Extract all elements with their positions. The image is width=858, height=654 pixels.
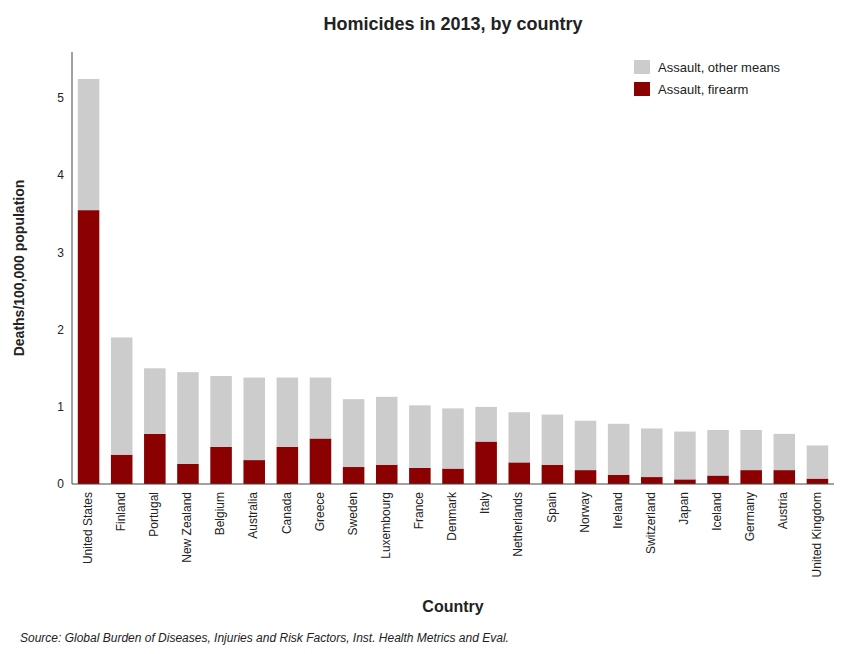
bar (376, 397, 398, 465)
bar (575, 470, 597, 484)
bar (641, 477, 663, 484)
bar (774, 470, 796, 484)
x-tick-label: Sweden (346, 492, 360, 535)
bar (376, 465, 398, 484)
x-tick-label: Spain (545, 492, 559, 523)
x-tick-label: United States (81, 492, 95, 564)
bar (641, 428, 663, 477)
bar (111, 337, 133, 454)
x-tick-label: Germany (743, 492, 757, 541)
bar (343, 467, 365, 484)
x-tick-label: Finland (114, 492, 128, 531)
bar (542, 465, 564, 484)
page: {"chart_data": {"type": "bar", "stacked"… (0, 0, 858, 654)
x-axis-label: Country (422, 598, 483, 615)
bar (78, 79, 100, 210)
legend-swatch (634, 60, 650, 74)
bar (740, 470, 762, 484)
x-tick-label: Australia (246, 492, 260, 539)
bar (409, 405, 431, 467)
bar (144, 434, 166, 484)
bar (508, 462, 530, 484)
bar (674, 479, 696, 484)
x-tick-label: Luxembourg (379, 492, 393, 559)
title: Homicides in 2013, by country (323, 14, 582, 34)
bar (277, 378, 299, 447)
x-tick-label: Switzerland (644, 492, 658, 554)
x-tick-label: Greece (313, 492, 327, 532)
bar (707, 476, 729, 484)
x-tick-label: United Kingdom (810, 492, 824, 577)
x-tick-label: Iceland (710, 492, 724, 531)
bar (442, 408, 464, 468)
x-tick-label: Canada (280, 492, 294, 534)
bar (409, 468, 431, 484)
bar (144, 368, 166, 434)
bar (243, 460, 265, 484)
bar (343, 399, 365, 467)
bar (774, 434, 796, 470)
y-tick-label: 2 (57, 323, 64, 337)
bar (442, 469, 464, 484)
bar (78, 210, 100, 484)
bar (177, 464, 199, 484)
bar (177, 372, 199, 464)
x-tick-label: Denmark (445, 491, 459, 541)
x-tick-label: Norway (578, 492, 592, 533)
y-tick-label: 4 (57, 168, 64, 182)
legend-label: Assault, other means (658, 60, 781, 75)
x-tick-label: Netherlands (511, 492, 525, 557)
x-tick-label: New Zealand (180, 492, 194, 563)
bar (475, 407, 497, 442)
bar (111, 455, 133, 484)
legend: Assault, other means Assault, firearm (634, 60, 781, 97)
bar (707, 430, 729, 476)
y-tick-label: 0 (57, 477, 64, 491)
bar (210, 376, 232, 447)
y-axis-label: Deaths/100,000 population (11, 180, 27, 357)
bar (475, 442, 497, 484)
x-tick-label: Ireland (611, 492, 625, 529)
bar (807, 445, 829, 478)
y-tick-label: 3 (57, 246, 64, 260)
bar (608, 475, 630, 484)
x-tick-label: Portugal (147, 492, 161, 537)
y-tick-label: 5 (57, 91, 64, 105)
x-tick-label: France (412, 492, 426, 530)
x-tick-label: Belgium (213, 492, 227, 535)
bar (508, 412, 530, 462)
bar (674, 432, 696, 480)
bar (740, 430, 762, 470)
bar (310, 438, 332, 484)
x-tick-label: Italy (478, 492, 492, 514)
x-tick-label: Japan (677, 492, 691, 525)
annotation: Source: Global Burden of Diseases, Injur… (20, 631, 509, 645)
chart: Homicides in 2013, by country 0 1 2 3 4 5 Unite… (0, 0, 858, 654)
bar (243, 378, 265, 461)
bars (78, 79, 828, 484)
bar (575, 421, 597, 470)
x-axis-line (72, 484, 834, 485)
legend-label: Assault, firearm (658, 82, 748, 97)
bar (807, 479, 829, 484)
bar (310, 378, 332, 439)
x-tick-label: Austria (776, 492, 790, 530)
bar (608, 424, 630, 475)
bar (277, 447, 299, 484)
bar (210, 447, 232, 484)
bar (542, 415, 564, 465)
y-axis-line (72, 52, 73, 484)
legend-swatch (634, 82, 650, 96)
y-tick-label: 1 (57, 400, 64, 414)
